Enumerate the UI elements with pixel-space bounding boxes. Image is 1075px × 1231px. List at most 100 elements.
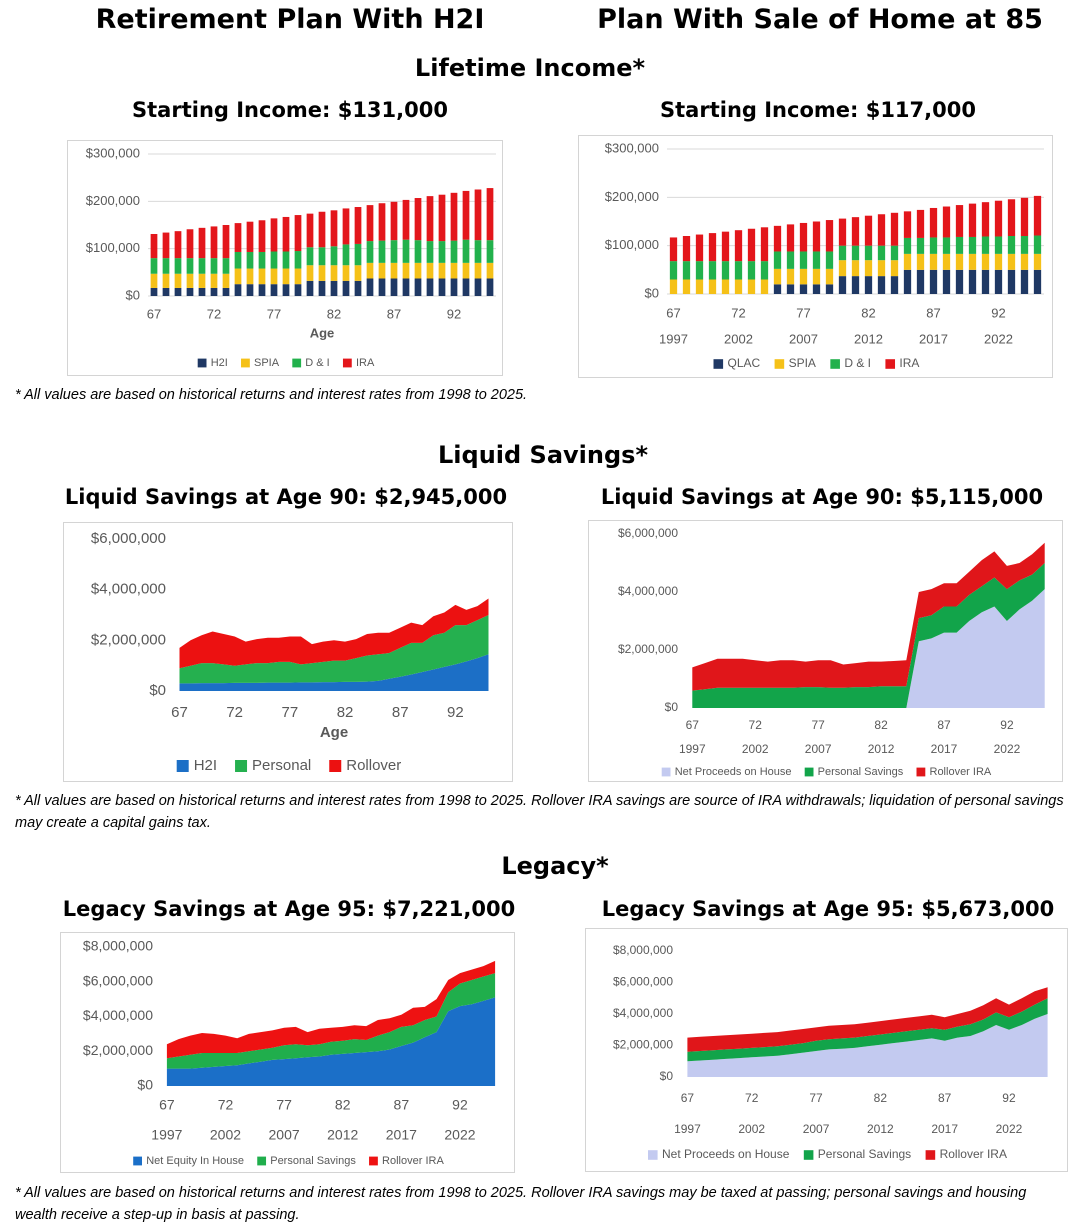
legend-swatch — [197, 358, 207, 368]
y-tick-label: $8,000,000 — [83, 938, 153, 954]
legend-label: Personal Savings — [270, 1155, 356, 1167]
bar — [838, 276, 847, 294]
bar — [890, 260, 899, 277]
x-tick-label: 87 — [938, 1091, 952, 1105]
year-label: 2017 — [919, 331, 948, 346]
legend-swatch — [133, 1156, 142, 1166]
bar — [721, 279, 730, 294]
x-tick-label: 92 — [447, 704, 464, 721]
x-tick-label: 72 — [731, 305, 745, 320]
bar — [234, 251, 242, 269]
year-label: 2002 — [742, 742, 769, 756]
area — [692, 589, 1045, 708]
bar — [366, 241, 374, 263]
bar — [462, 278, 470, 296]
bar — [198, 273, 206, 288]
bar — [825, 284, 834, 294]
bar — [174, 258, 182, 274]
x-tick-label: 87 — [387, 306, 401, 321]
y-tick-label: $2,000,000 — [618, 642, 678, 656]
legend-label: Rollover IRA — [940, 1147, 1007, 1161]
y-tick-label: $0 — [137, 1077, 153, 1093]
legend-swatch — [713, 359, 724, 369]
bar — [708, 261, 717, 280]
y-tick-label: $6,000,000 — [83, 972, 153, 988]
bar — [342, 208, 350, 245]
legend-label: Net Equity In House — [146, 1155, 244, 1167]
bar — [402, 199, 410, 240]
bar — [486, 188, 494, 241]
bar — [1007, 269, 1016, 294]
bar — [877, 245, 886, 261]
x-tick-label: 67 — [147, 306, 161, 321]
bar — [773, 251, 782, 269]
bar — [270, 284, 278, 296]
bar — [402, 278, 410, 296]
bar — [799, 222, 808, 252]
bar — [270, 268, 278, 285]
bar — [438, 194, 446, 242]
x-tick-label: 92 — [991, 305, 1005, 320]
y-tick-label: $300,000 — [605, 140, 659, 155]
bar — [174, 273, 182, 288]
bar — [258, 251, 266, 269]
legend-swatch — [661, 767, 671, 777]
bar — [734, 230, 743, 262]
y-tick-label: $0 — [660, 1069, 674, 1083]
bar — [1020, 197, 1029, 236]
year-label: 2012 — [327, 1127, 358, 1143]
legend-label: QLAC — [728, 356, 761, 370]
chart-svg: $0 $2,000,000 $4,000,000 $6,000,000 $8,000,0… — [83, 938, 496, 1167]
x-axis-title: Age — [310, 325, 335, 340]
bar — [378, 278, 386, 296]
bar — [877, 214, 886, 246]
year-label: 2007 — [789, 331, 818, 346]
year-label: 2017 — [386, 1127, 417, 1143]
bar — [786, 224, 795, 252]
x-tick-label: 82 — [335, 1097, 351, 1113]
bar — [378, 262, 386, 279]
bar — [330, 265, 338, 281]
year-label: 2007 — [269, 1127, 300, 1143]
bar — [318, 247, 326, 266]
bar — [838, 218, 847, 246]
bar — [150, 258, 158, 274]
legend-label: D & I — [844, 356, 871, 370]
bar — [318, 280, 326, 296]
bar — [306, 280, 314, 296]
x-tick-label: 82 — [861, 305, 875, 320]
bar — [942, 253, 951, 270]
legend-swatch — [241, 358, 250, 368]
bar — [786, 251, 795, 269]
year-label: 2002 — [210, 1127, 241, 1143]
bar — [426, 278, 434, 296]
legend-label: IRA — [356, 357, 375, 369]
x-tick-label: 67 — [681, 1091, 695, 1105]
legend: H2I SPIA D & I IRA — [197, 357, 375, 369]
bar — [864, 260, 873, 277]
bar — [682, 236, 691, 262]
right-plan-title: Plan With Sale of Home at 85 — [597, 4, 1043, 35]
bar — [414, 262, 422, 279]
bar — [773, 268, 782, 285]
bar — [294, 284, 302, 296]
y-tick-label: $2,000,000 — [613, 1038, 673, 1052]
x-tick-label: 92 — [1000, 718, 1014, 732]
legend-swatch — [916, 767, 926, 777]
year-label: 2022 — [994, 742, 1021, 756]
bar — [942, 206, 951, 238]
bar — [968, 203, 977, 237]
bar — [330, 210, 338, 247]
legend-label: Personal Savings — [818, 766, 904, 778]
bar — [890, 245, 899, 261]
bar — [426, 196, 434, 242]
bar — [210, 287, 218, 296]
year-label: 2012 — [868, 742, 895, 756]
bar — [955, 269, 964, 294]
legend-label: Rollover — [346, 757, 401, 774]
bar — [414, 198, 422, 241]
legend-swatch — [329, 760, 342, 772]
bar — [246, 221, 254, 252]
bar — [282, 284, 290, 296]
bar — [426, 262, 434, 279]
